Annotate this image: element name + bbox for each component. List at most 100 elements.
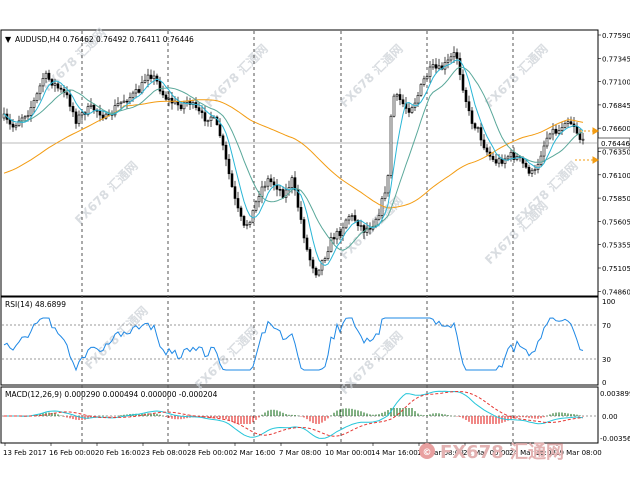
macd-histogram-bar [399, 408, 401, 416]
macd-histogram-bar [69, 416, 71, 419]
macd-histogram-bar [330, 415, 332, 416]
candle-body [35, 93, 39, 101]
candle-body [221, 135, 225, 146]
macd-histogram-bar [54, 413, 56, 416]
candle-body [26, 115, 30, 118]
macd-histogram-bar [357, 410, 359, 416]
macd-histogram-bar [72, 416, 74, 420]
candle-body [428, 66, 432, 77]
candle-body [203, 112, 207, 122]
candle-body [284, 189, 288, 198]
macd-histogram-bar [525, 416, 527, 418]
candle-body [125, 100, 129, 103]
moving-average-slow-line [3, 99, 584, 209]
macd-histogram-bar [543, 416, 545, 418]
candle-body [356, 220, 360, 227]
macd-histogram-bar [240, 416, 242, 424]
candle-body [200, 110, 204, 113]
macd-histogram-bar [447, 415, 449, 416]
candle-body [290, 177, 294, 188]
macd-histogram-bar [36, 414, 38, 416]
macd-histogram-bar [216, 416, 218, 419]
macd-histogram-bar [387, 410, 389, 416]
candle-body [80, 112, 84, 116]
macd-level-high: 0.003899 [600, 390, 630, 398]
candle-body [581, 138, 585, 141]
macd-histogram-bar [306, 416, 308, 420]
macd-histogram-bar [312, 416, 314, 424]
time-tick-label: 24 Mar 16:00 [509, 449, 556, 457]
macd-histogram-bar [516, 416, 518, 418]
macd-histogram-bar [378, 414, 380, 416]
candle-body [143, 79, 147, 83]
macd-histogram-bar [432, 413, 434, 416]
macd-histogram-bar [108, 416, 110, 417]
macd-histogram-bar [411, 408, 413, 416]
macd-histogram-bar [324, 416, 326, 421]
macd-histogram-bar [180, 416, 182, 420]
macd-histogram-bar [42, 413, 44, 416]
watermark-text: FX678 汇通网 [512, 158, 581, 227]
macd-histogram-bar [435, 413, 437, 416]
macd-axis: 0.003899 0.00 -0.003566 [600, 390, 630, 443]
projection-arrows [575, 127, 599, 164]
macd-histogram-bar [372, 414, 374, 416]
macd-histogram-bar [123, 414, 125, 416]
candle-body [260, 186, 264, 197]
candle-body [242, 216, 246, 226]
symbol-ohlc-label: AUDUSD,H4 0.76462 0.76492 0.76411 0.7644… [15, 35, 194, 44]
macd-histogram-bar [249, 416, 251, 424]
macd-histogram-bar [234, 416, 236, 424]
candle-body [479, 127, 483, 141]
candle-body [113, 105, 117, 116]
watermarks: FX678 汇通网 FX678 汇通网 FX678 汇通网 FX678 汇通网 … [40, 25, 581, 397]
candle-body [314, 267, 318, 276]
candle-body [368, 227, 372, 230]
candle-body [512, 152, 516, 160]
macd-histogram-bar [459, 416, 461, 417]
macd-histogram-bar [519, 416, 521, 418]
candle-body [317, 269, 321, 276]
macd-histogram-bar [453, 415, 455, 417]
candle-body [491, 156, 495, 160]
candle-body [431, 64, 435, 68]
candle-body [401, 99, 405, 105]
candle-body [326, 251, 330, 259]
candle-body [575, 126, 579, 134]
candle-body [332, 237, 336, 240]
candle-body [131, 92, 135, 98]
candle-body [335, 230, 339, 240]
chart-collapse-icon[interactable]: ▼ [5, 35, 12, 44]
candle-body [197, 107, 201, 112]
macd-histogram-bar [90, 416, 92, 418]
macd-histogram-bar [270, 409, 272, 416]
macd-histogram-bar [156, 413, 158, 416]
candle-body [218, 124, 222, 137]
rsi-level-30: 30 [602, 356, 611, 364]
macd-histogram-bar [549, 414, 551, 416]
candle-body [17, 120, 21, 126]
candle-body [122, 100, 126, 103]
macd-histogram-bar [510, 416, 512, 420]
macd-histogram-bar [576, 414, 578, 416]
macd-histogram-bar [342, 408, 344, 416]
macd-histogram-bar [483, 416, 485, 424]
time-tick-label: 16 Feb 00:00 [49, 449, 95, 457]
macd-histogram-bar [522, 416, 524, 418]
rsi-line [3, 317, 584, 372]
macd-histogram-bar [441, 413, 443, 416]
macd-histogram-bar [147, 413, 149, 416]
candle-body [14, 125, 18, 128]
macd-histogram-bar [219, 416, 221, 419]
rsi-pane-frame [0, 296, 599, 386]
macd-histogram-bar [282, 412, 284, 416]
macd-histogram-bar [225, 416, 227, 420]
candle-body [347, 216, 351, 221]
candle-body [299, 207, 303, 220]
macd-histogram-bar [333, 412, 335, 416]
macd-histogram-bar [201, 416, 203, 417]
macd-histogram-bar [153, 413, 155, 416]
candle-body [236, 198, 240, 209]
